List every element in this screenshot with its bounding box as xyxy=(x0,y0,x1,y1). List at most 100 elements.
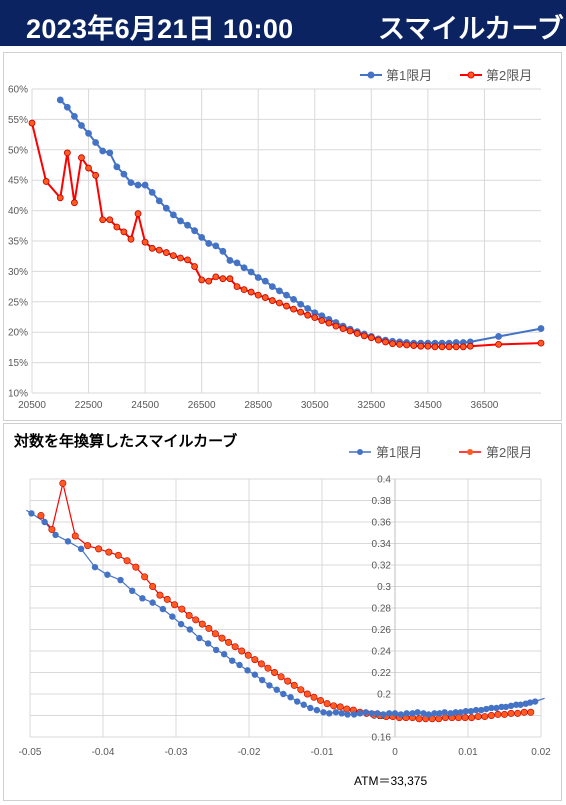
data-point xyxy=(332,709,340,716)
data-point xyxy=(438,343,446,351)
data-point xyxy=(127,235,135,243)
header-bar: 2023年6月21日 10:00 スマイルカーブ xyxy=(0,0,566,46)
y-tick-label: 0.3 xyxy=(377,582,391,593)
data-point xyxy=(212,273,220,281)
y-tick-label: 0.34 xyxy=(372,539,392,550)
data-point xyxy=(198,276,206,284)
data-point xyxy=(495,333,502,340)
data-point xyxy=(225,638,233,646)
data-point xyxy=(149,583,157,591)
data-point xyxy=(462,708,470,715)
data-point xyxy=(92,139,100,146)
legend-swatch-marker xyxy=(367,71,375,79)
data-point xyxy=(320,709,327,716)
data-point xyxy=(494,710,502,718)
data-point xyxy=(290,305,297,313)
y-tick-label: 55% xyxy=(8,115,28,126)
y-tick-label: 0.2 xyxy=(377,690,391,701)
data-point xyxy=(192,616,200,624)
data-point xyxy=(41,518,48,526)
data-point xyxy=(113,223,121,231)
y-tick-label: 35% xyxy=(8,237,28,248)
data-point xyxy=(283,302,290,310)
y-tick-label: 15% xyxy=(8,358,28,369)
y-tick-label: 60% xyxy=(8,85,28,96)
y-tick-label: 20% xyxy=(8,328,28,339)
data-point xyxy=(42,178,50,185)
data-point xyxy=(169,613,176,620)
data-point xyxy=(467,708,475,715)
data-point xyxy=(474,713,482,721)
data-point xyxy=(293,698,301,705)
legend-label: 第1限月 xyxy=(386,68,432,83)
data-point xyxy=(483,705,490,713)
data-point xyxy=(177,254,184,262)
data-point xyxy=(498,703,505,711)
data-point xyxy=(431,343,439,351)
data-point xyxy=(531,698,539,705)
data-point xyxy=(353,330,361,337)
data-point xyxy=(236,661,243,669)
data-point xyxy=(52,531,59,539)
data-point xyxy=(261,277,269,285)
data-point xyxy=(226,257,234,264)
y-tick-label: 0.22 xyxy=(372,668,392,679)
data-point xyxy=(85,129,92,137)
y-tick-label: 50% xyxy=(8,145,28,156)
data-point xyxy=(304,311,312,319)
data-point xyxy=(391,710,399,717)
data-point xyxy=(48,526,56,534)
data-point xyxy=(339,325,347,332)
x-tick-label: -0.01 xyxy=(311,747,334,758)
x-tick-label: 30500 xyxy=(301,400,329,411)
data-point xyxy=(410,342,418,349)
data-point xyxy=(276,299,283,307)
data-point xyxy=(266,682,273,689)
data-point xyxy=(323,700,331,708)
data-point xyxy=(238,647,246,655)
data-point xyxy=(414,709,421,716)
data-point xyxy=(435,715,443,723)
data-point xyxy=(466,342,474,350)
data-point xyxy=(537,325,545,332)
chart-panel-top: 10% 15% 20% 25% 30% 35% 40% 45% 50% 55% 60% 20500 22… xyxy=(3,52,562,421)
data-point xyxy=(233,259,241,267)
x-tick-label: 32500 xyxy=(357,400,385,411)
y-tick-label: 0.4 xyxy=(377,475,391,486)
data-point xyxy=(231,643,239,651)
data-point xyxy=(258,676,266,684)
data-point xyxy=(59,479,67,487)
data-point xyxy=(367,334,375,342)
data-point xyxy=(280,690,287,698)
x-tick-label: -0.02 xyxy=(238,747,261,758)
y-tick-label: 0.16 xyxy=(372,733,392,744)
y-tick-label: 0.32 xyxy=(372,561,392,572)
legend-swatch-marker xyxy=(467,449,473,455)
data-point xyxy=(360,332,368,340)
data-point xyxy=(277,673,285,681)
data-point xyxy=(317,696,325,704)
data-point xyxy=(240,264,248,272)
data-point xyxy=(251,671,259,678)
data-point xyxy=(148,244,156,252)
x-tick-label: -0.04 xyxy=(92,747,115,758)
data-point xyxy=(114,551,122,559)
x-tick-label: 0.01 xyxy=(458,747,478,758)
data-point xyxy=(105,548,113,556)
data-point xyxy=(441,709,448,716)
chart-panel-bottom: 0.160.180.20.220.240.260.280.30.320.340.… xyxy=(3,423,562,801)
data-point xyxy=(99,147,107,155)
data-point xyxy=(385,710,393,717)
data-point xyxy=(149,599,156,606)
data-point xyxy=(127,179,135,187)
data-point xyxy=(452,709,459,716)
data-point xyxy=(436,710,443,717)
data-point xyxy=(441,714,449,722)
data-point xyxy=(264,664,272,672)
data-point xyxy=(254,274,262,281)
data-point xyxy=(163,595,171,603)
y-tick-label: 0.38 xyxy=(372,496,392,507)
chart2-title: 対数を年換算したスマイルカーブ xyxy=(14,433,238,450)
data-point xyxy=(56,96,64,104)
legend-label: 第2限月 xyxy=(486,445,532,460)
